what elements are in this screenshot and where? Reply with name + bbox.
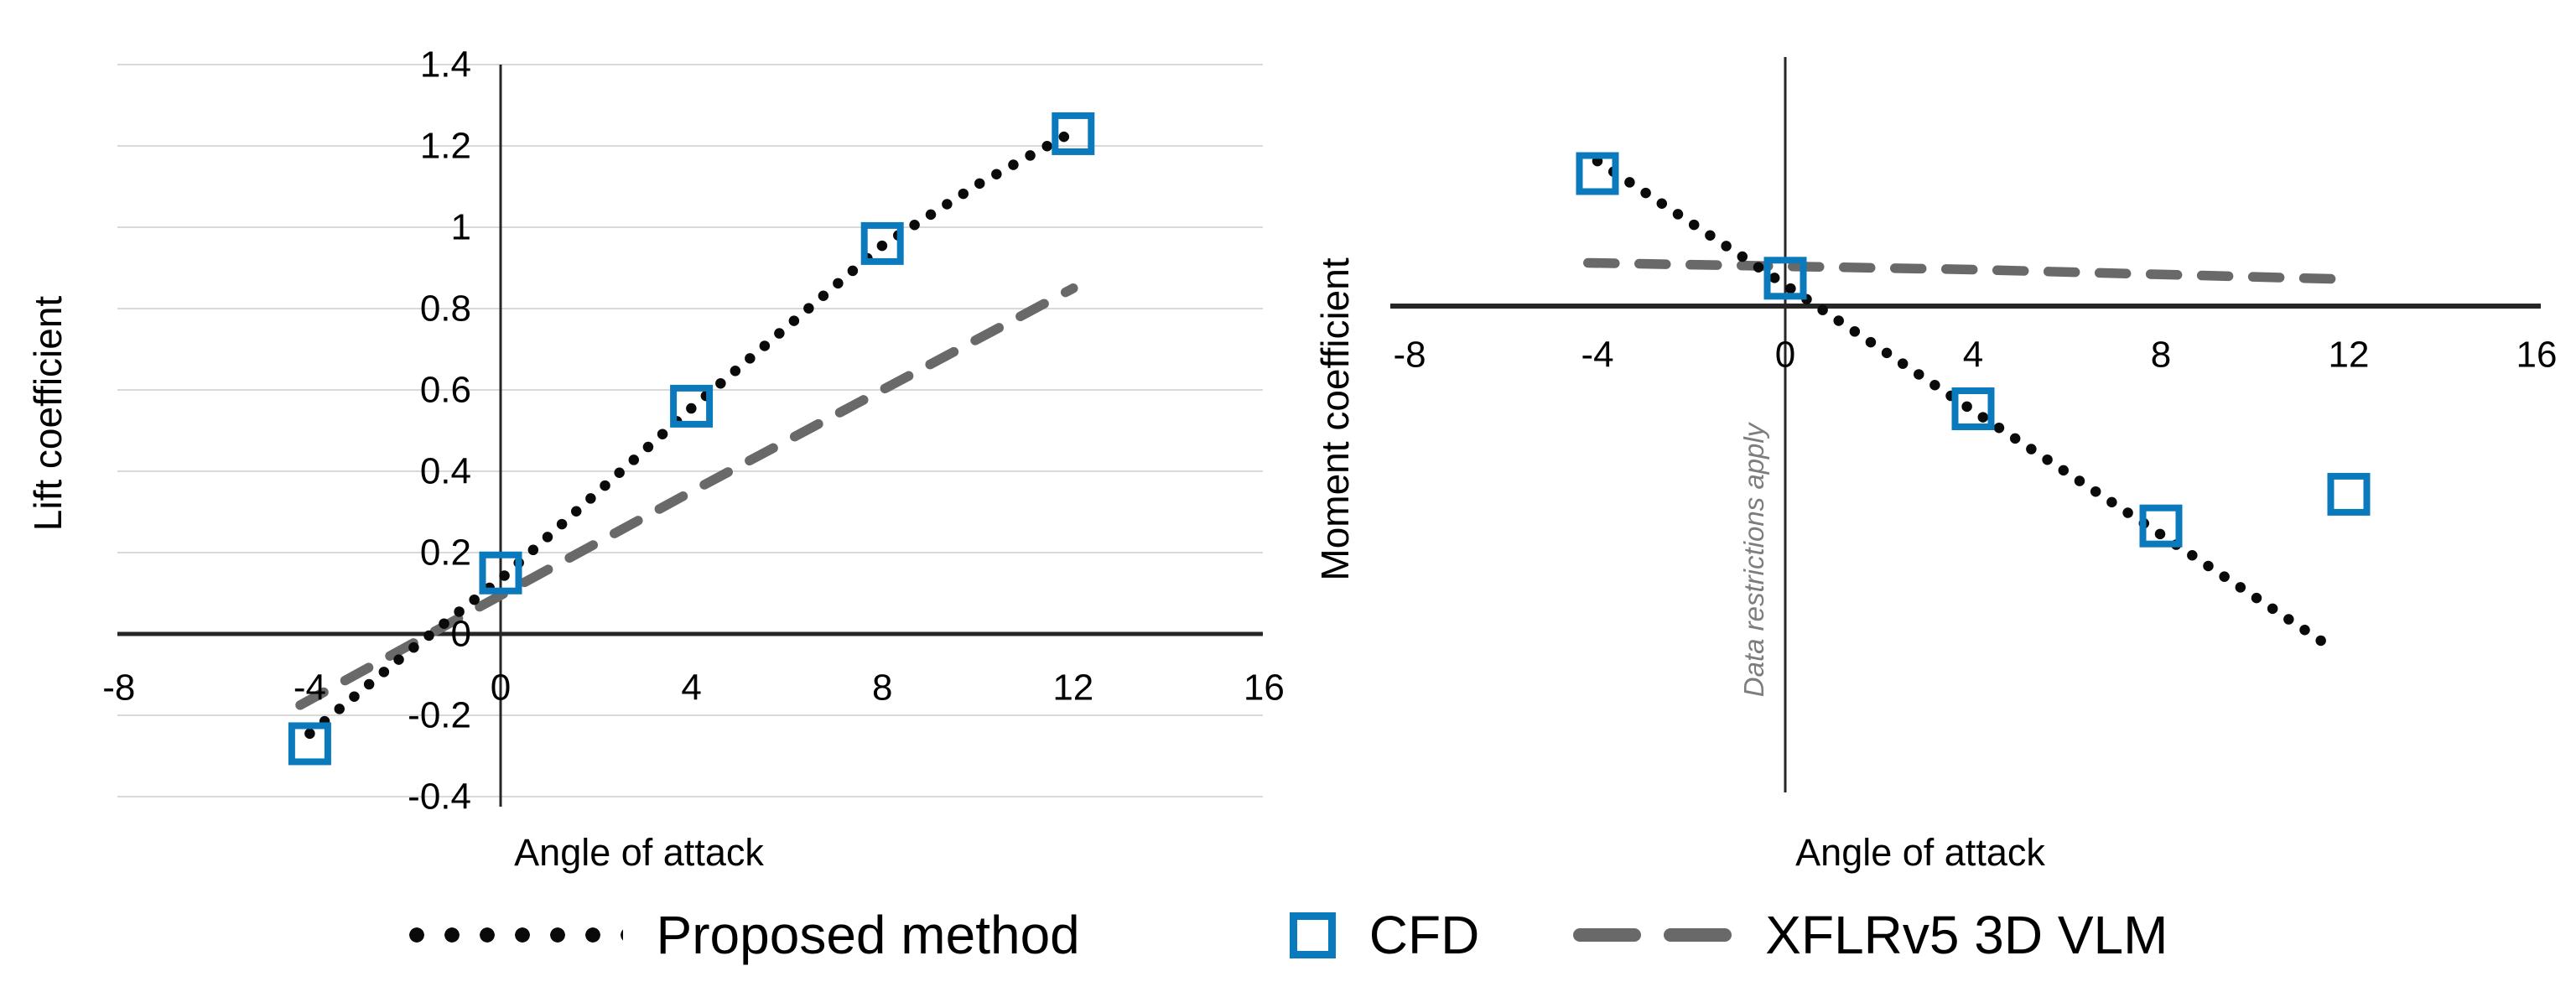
x-tick-label: 8 xyxy=(872,667,892,709)
proposed-method-line xyxy=(304,126,1079,740)
y-tick-label: 0.8 xyxy=(420,288,471,330)
y-tick-label: 1.4 xyxy=(420,44,471,86)
y-tick-label: 1 xyxy=(451,207,471,248)
y-tick-label: 1.2 xyxy=(420,126,471,167)
legend-item-cfd: CFD xyxy=(1289,904,1480,966)
x-tick-label: 16 xyxy=(1244,667,1285,709)
data-restrictions-note: Data restrictions apply xyxy=(1738,423,1769,698)
y-tick-label: 0 xyxy=(451,614,471,655)
x-tick-label: 4 xyxy=(681,667,701,709)
lift-y-axis-title: Lift coefficient xyxy=(26,295,70,532)
cfd-data-point xyxy=(1763,257,1807,300)
cfd-data-point xyxy=(1052,112,1095,155)
legend-item-proposed-method: Proposed method xyxy=(408,904,1080,966)
legend-label-xflr: XFLRv5 3D VLM xyxy=(1765,905,2168,965)
x-tick-label: 0 xyxy=(491,667,511,709)
x-tick-label: -8 xyxy=(1393,335,1426,376)
legend-item-xflr: XFLRv5 3D VLM xyxy=(1573,904,2168,966)
y-tick-label: 0.6 xyxy=(420,370,471,411)
x-tick-label: 12 xyxy=(2329,335,2370,376)
cfd-data-point xyxy=(860,221,904,265)
y-tick-label: -0.2 xyxy=(408,695,471,736)
y-tick-label: -0.4 xyxy=(408,776,471,818)
x-tick-label: -8 xyxy=(102,667,135,709)
legend-label-proposed-method: Proposed method xyxy=(656,905,1080,965)
x-tick-label: 0 xyxy=(1775,335,1795,376)
x-tick-label: -4 xyxy=(293,667,326,709)
moment-y-axis-title: Moment coefficient xyxy=(1313,257,1357,581)
x-tick-label: 12 xyxy=(1052,667,1093,709)
cfd-data-point xyxy=(1951,387,1995,431)
cfd-data-point xyxy=(2139,504,2183,548)
x-tick-label: 8 xyxy=(2151,335,2171,376)
cfd-data-point xyxy=(1576,152,1619,195)
legend-label-cfd: CFD xyxy=(1368,905,1480,965)
dashed-line-swatch-icon xyxy=(1573,928,1732,942)
x-tick-label: -4 xyxy=(1581,335,1613,376)
y-tick-label: 0.2 xyxy=(420,532,471,574)
cfd-data-point xyxy=(670,384,714,428)
xflr-line xyxy=(295,283,1078,710)
open-square-swatch-icon xyxy=(1289,911,1336,958)
dotted-line-swatch-icon xyxy=(408,927,623,943)
lift-x-axis-title: Angle of attack xyxy=(514,831,764,874)
x-tick-label: 4 xyxy=(1963,335,1983,376)
cfd-data-point xyxy=(288,722,331,766)
proposed-method-line xyxy=(1592,155,2340,656)
y-tick-label: 0.4 xyxy=(420,451,471,492)
cfd-data-point xyxy=(2327,472,2371,516)
chart-legend: Proposed method CFD XFLRv5 3D VLM xyxy=(0,904,2576,966)
xflr-line xyxy=(1583,257,2350,284)
cfd-data-point xyxy=(479,551,522,595)
moment-x-axis-title: Angle of attack xyxy=(1795,831,2045,874)
x-tick-label: 16 xyxy=(2516,335,2558,376)
